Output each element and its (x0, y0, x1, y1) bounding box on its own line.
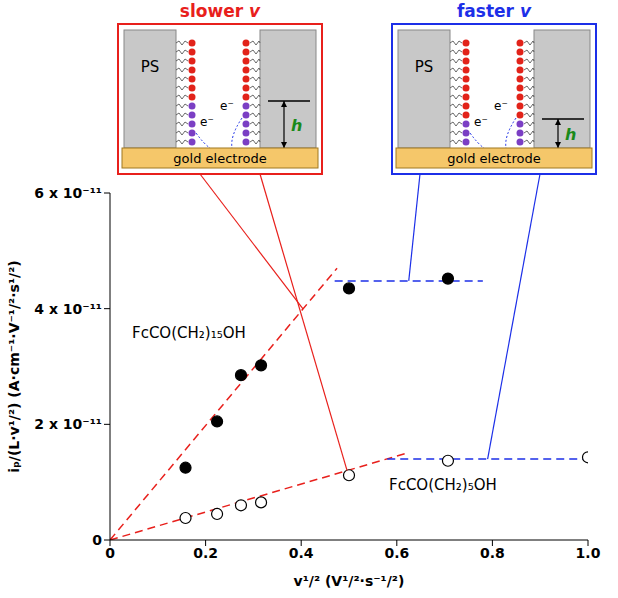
svg-text:0.4: 0.4 (289, 545, 314, 561)
svg-text:1.0: 1.0 (576, 545, 601, 561)
svg-text:FcCO(CH₂)₅OH: FcCO(CH₂)₅OH (389, 476, 497, 494)
svg-text:e⁻: e⁻ (474, 115, 488, 129)
svg-text:0.6: 0.6 (384, 545, 409, 561)
svg-text:e⁻: e⁻ (494, 99, 508, 113)
svg-text:0: 0 (105, 545, 115, 561)
svg-text:FcCO(CH₂)₁₅OH: FcCO(CH₂)₁₅OH (132, 324, 246, 342)
svg-text:gold electrode: gold electrode (447, 151, 540, 166)
svg-text:0.2: 0.2 (193, 545, 218, 561)
svg-text:slower v: slower v (180, 1, 261, 21)
svg-text:v¹/² (V¹/²·s⁻¹/²): v¹/² (V¹/²·s⁻¹/²) (294, 573, 405, 589)
svg-text:e⁻: e⁻ (220, 99, 234, 113)
svg-text:PS: PS (415, 58, 434, 76)
svg-text:2 x 10⁻¹¹: 2 x 10⁻¹¹ (34, 416, 102, 432)
svg-text:PS: PS (141, 58, 160, 76)
svg-text:4 x 10⁻¹¹: 4 x 10⁻¹¹ (34, 301, 102, 317)
svg-text:6 x 10⁻¹¹: 6 x 10⁻¹¹ (34, 185, 102, 201)
svg-text:h: h (565, 125, 576, 144)
svg-text:0.8: 0.8 (480, 545, 505, 561)
svg-text:h: h (291, 116, 302, 135)
svg-text:0: 0 (92, 532, 102, 548)
svg-text:gold electrode: gold electrode (173, 151, 266, 166)
svg-text:iₚ/(L·v¹/²) (A·cm⁻¹·V⁻¹/²·s¹/²: iₚ/(L·v¹/²) (A·cm⁻¹·V⁻¹/²·s¹/²) (6, 260, 22, 472)
svg-text:faster v: faster v (457, 1, 532, 21)
svg-text:e⁻: e⁻ (200, 115, 214, 129)
